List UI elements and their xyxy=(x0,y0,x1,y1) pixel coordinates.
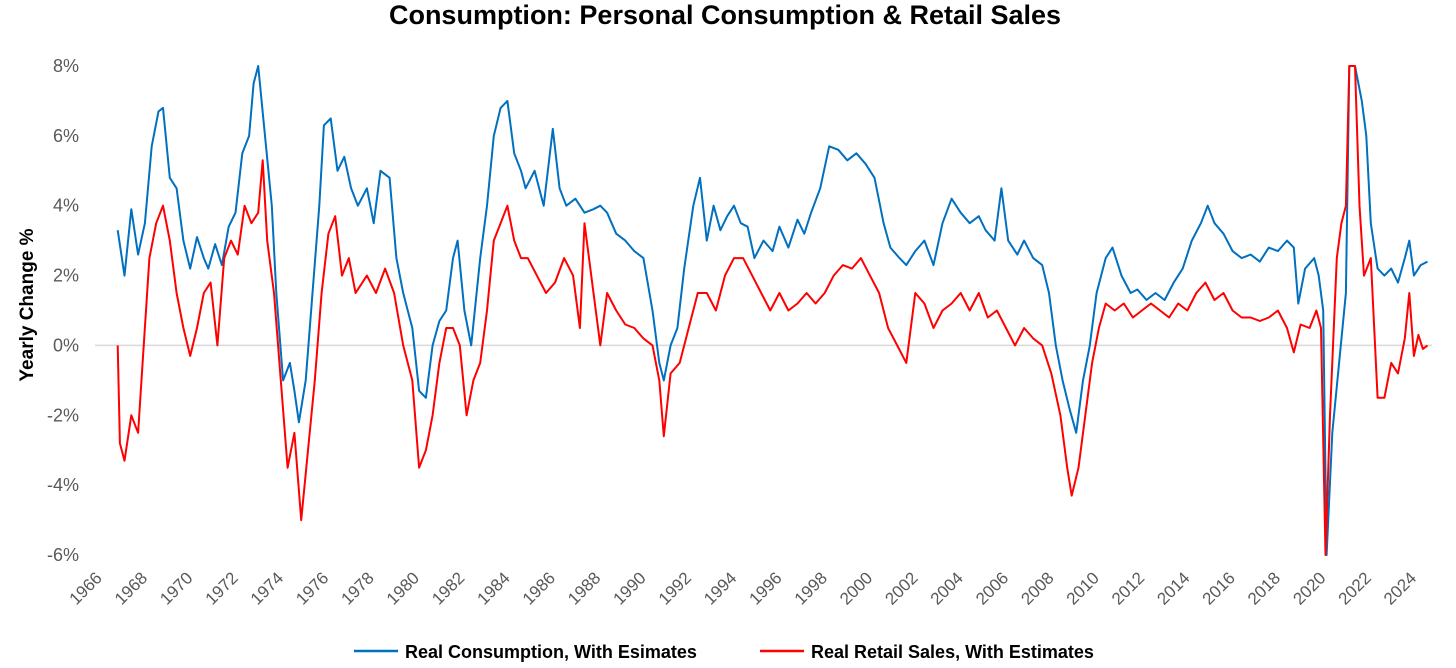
y-tick-label: -2% xyxy=(47,405,79,425)
series-lines xyxy=(116,65,1429,556)
x-tick-label: 1980 xyxy=(383,568,423,608)
x-tick-label: 1992 xyxy=(655,568,695,608)
x-tick-label: 1974 xyxy=(247,568,287,608)
x-tick-label: 2020 xyxy=(1289,568,1329,608)
x-tick-label: 1984 xyxy=(474,568,514,608)
x-tick-label: 1990 xyxy=(610,568,650,608)
series-line-real-retail-sales xyxy=(116,65,1429,556)
x-tick-label: 2012 xyxy=(1108,568,1148,608)
x-tick-label: 2024 xyxy=(1380,568,1420,608)
x-tick-label: 1988 xyxy=(564,568,604,608)
y-tick-label: 2% xyxy=(53,266,79,286)
y-tick-label: -4% xyxy=(47,475,79,495)
y-tick-label: 6% xyxy=(53,126,79,146)
x-tick-label: 2014 xyxy=(1153,568,1193,608)
chart-title: Consumption: Personal Consumption & Reta… xyxy=(389,0,1061,30)
y-tick-label: -6% xyxy=(47,545,79,565)
y-tick-label: 0% xyxy=(53,335,79,355)
y-axis-ticks: 8% 6% 4% 2% 0% -2% -4% -6% xyxy=(47,56,79,565)
legend-label-retail-sales: Real Retail Sales, With Estimates xyxy=(811,642,1094,662)
x-tick-label: 1998 xyxy=(791,568,831,608)
y-tick-label: 8% xyxy=(53,56,79,76)
y-axis-label: Yearly Change % xyxy=(17,228,38,381)
x-tick-label: 1982 xyxy=(428,568,468,608)
x-tick-label: 2022 xyxy=(1335,568,1375,608)
x-tick-label: 1986 xyxy=(519,568,559,608)
legend-label-consumption: Real Consumption, With Esimates xyxy=(405,642,697,662)
legend: Real Consumption, With Esimates Real Ret… xyxy=(354,642,1094,662)
x-tick-label: 2016 xyxy=(1199,568,1239,608)
x-tick-label: 1966 xyxy=(66,568,106,608)
y-tick-label: 4% xyxy=(53,196,79,216)
x-tick-label: 1970 xyxy=(156,568,196,608)
x-tick-label: 2006 xyxy=(972,568,1012,608)
x-tick-label: 2004 xyxy=(927,568,967,608)
x-tick-label: 2008 xyxy=(1017,568,1057,608)
x-tick-label: 2002 xyxy=(881,568,921,608)
x-tick-label: 1968 xyxy=(111,568,151,608)
x-tick-label: 1978 xyxy=(338,568,378,608)
x-axis-ticks: 1966 1968 1970 1972 1974 1976 1978 1980 1982 1984… xyxy=(66,568,1421,608)
x-tick-label: 2000 xyxy=(836,568,876,608)
x-tick-label: 1996 xyxy=(745,568,785,608)
x-tick-label: 1976 xyxy=(292,568,332,608)
x-tick-label: 2010 xyxy=(1063,568,1103,608)
x-tick-label: 2018 xyxy=(1244,568,1284,608)
x-tick-label: 1972 xyxy=(202,568,242,608)
x-tick-label: 1994 xyxy=(700,568,740,608)
series-line-real-consumption xyxy=(116,65,1428,556)
